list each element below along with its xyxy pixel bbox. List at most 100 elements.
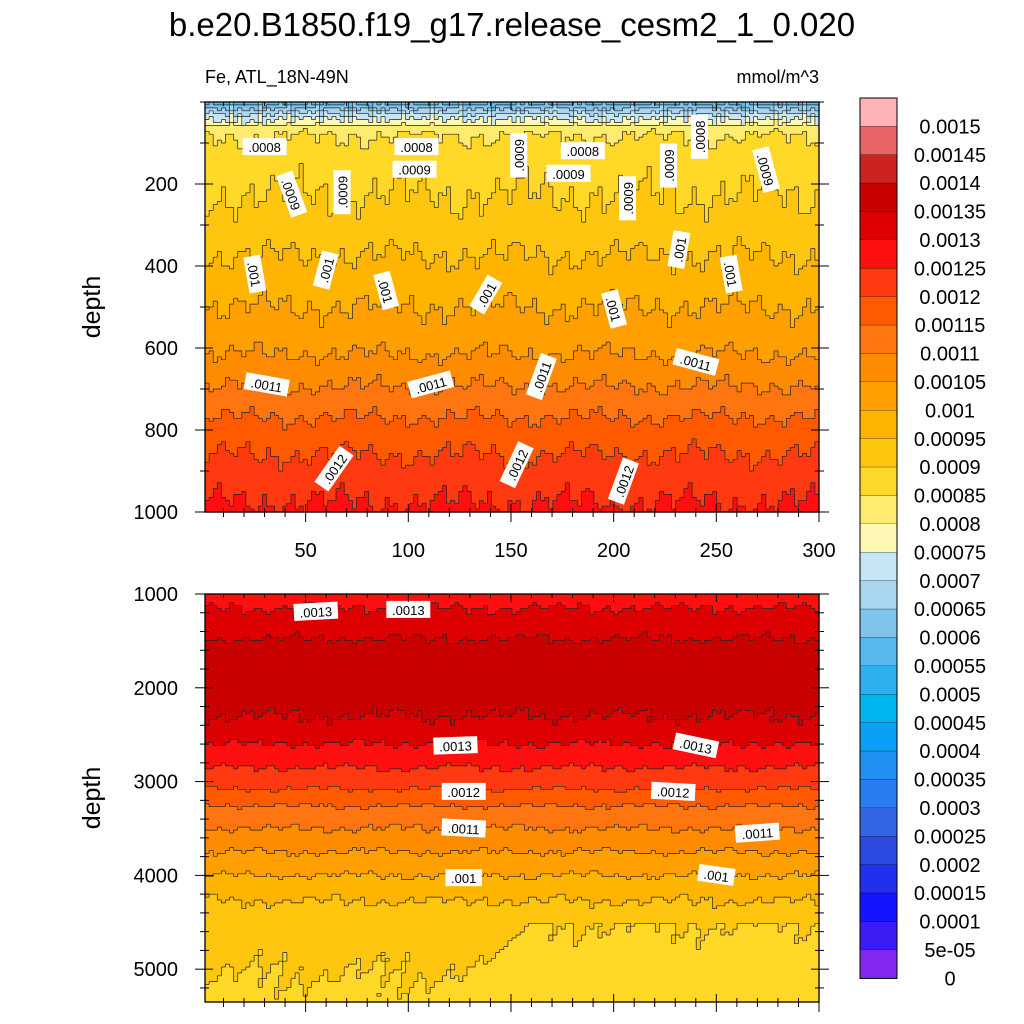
contour-cell	[532, 119, 538, 124]
contour-cell	[389, 113, 394, 118]
contour-cell	[401, 134, 407, 138]
contour-cell	[786, 102, 791, 106]
contour-cell	[614, 131, 620, 135]
contour-cell	[561, 104, 566, 109]
contour-cell	[426, 131, 431, 135]
contour-cell	[213, 131, 218, 135]
contour-cell	[241, 125, 247, 129]
contour-cell	[642, 104, 648, 109]
contour-cell	[810, 102, 816, 106]
contour-cell	[254, 116, 259, 121]
contour-cell	[360, 128, 366, 132]
contour-cell	[356, 102, 362, 106]
contour-cell	[503, 104, 509, 109]
contour-cell	[250, 122, 255, 127]
contour-cell	[814, 110, 820, 115]
contour-cell	[499, 110, 505, 115]
contour-cell	[589, 131, 595, 135]
contour-cell	[503, 134, 509, 138]
contour-cell	[561, 119, 566, 124]
contour-cell	[409, 134, 415, 138]
contour-cell	[319, 119, 325, 124]
contour-cell	[536, 104, 542, 109]
contour-cell	[315, 131, 321, 135]
contour-cell	[626, 116, 632, 121]
contour-cell	[647, 122, 652, 127]
contour-cell	[245, 104, 251, 109]
contour-cell	[319, 140, 325, 144]
contour-cell	[421, 122, 427, 127]
contour-cell	[548, 110, 554, 115]
contour-cell	[597, 102, 603, 106]
contour-cell	[290, 116, 296, 121]
contour-cell	[270, 134, 276, 138]
contour-cell	[487, 122, 493, 127]
contour-cell	[331, 102, 337, 106]
contour-cell	[356, 110, 362, 115]
contour-cell	[745, 104, 751, 109]
contour-cell	[376, 140, 382, 144]
contour-cell	[761, 128, 767, 132]
contour-cell	[237, 119, 243, 124]
contour-cell	[274, 122, 280, 127]
contour-cell	[569, 140, 574, 144]
contour-cell	[626, 125, 632, 129]
contour-cell	[434, 122, 439, 127]
contour-cell	[761, 113, 767, 118]
contour-cell	[593, 116, 599, 121]
contour-cell	[368, 125, 374, 129]
contour-cell	[503, 119, 509, 124]
contour-cell	[610, 116, 615, 121]
contour-cell	[540, 102, 546, 106]
contour-cell	[667, 134, 673, 138]
contour-cell	[475, 116, 480, 121]
contour-cell	[802, 131, 808, 135]
contour-cell	[299, 104, 304, 109]
contour-cell	[548, 107, 554, 112]
contour-cell	[761, 102, 767, 106]
contour-cell	[675, 116, 681, 121]
contour-cell	[512, 110, 517, 115]
contour-cell	[663, 102, 669, 106]
contour-cell	[442, 119, 448, 124]
contour-cell	[229, 102, 235, 106]
contour-cell	[610, 104, 615, 109]
contour-cell	[655, 107, 660, 112]
contour-cell	[794, 113, 800, 118]
contour-cell	[340, 107, 345, 112]
contour-cell	[651, 131, 656, 135]
contour-cell	[741, 107, 746, 112]
contour-cell	[323, 125, 329, 129]
contour-cell	[307, 110, 313, 115]
contour-cell	[765, 137, 771, 141]
contour-cell	[593, 131, 599, 135]
contour-cell	[708, 102, 714, 106]
contour-cell	[499, 102, 505, 106]
contour-cell	[581, 104, 587, 109]
contour-cell	[544, 131, 550, 135]
contour-cell	[458, 119, 464, 124]
contour-cell	[606, 134, 611, 138]
contour-cell	[315, 128, 321, 132]
contour-cell	[233, 137, 239, 141]
contour-cell	[773, 113, 779, 118]
contour-cell	[626, 102, 632, 106]
contour-cell	[303, 110, 308, 115]
contour-cell	[258, 102, 263, 106]
contour-cell	[421, 128, 427, 132]
contour-cell	[642, 107, 648, 112]
contour-cell	[471, 131, 476, 135]
contour-cell	[462, 110, 468, 115]
contour-cell	[417, 131, 423, 135]
contour-cell	[606, 131, 611, 135]
contour-cell	[307, 125, 313, 129]
contour-cell	[303, 119, 308, 124]
contour-cell	[421, 113, 427, 118]
contour-cell	[573, 116, 579, 121]
contour-cell	[606, 104, 611, 109]
contour-cell	[712, 125, 718, 129]
contour-cell	[217, 128, 222, 132]
contour-cell	[487, 128, 493, 132]
contour-cell	[589, 104, 595, 109]
contour-cell	[794, 107, 800, 112]
